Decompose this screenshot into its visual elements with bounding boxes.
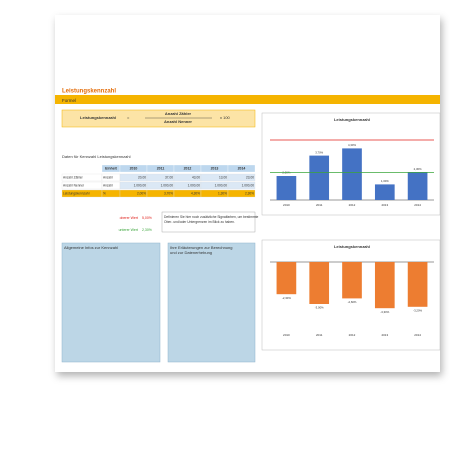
formula-box [61, 109, 256, 128]
x-tick-label: 2014 [414, 203, 421, 207]
header-text: 2013 [211, 166, 219, 170]
x-tick-label: 2010 [283, 333, 290, 337]
chart-title: Leistungskennzahl [334, 117, 370, 122]
cell-text: Anzahl [103, 175, 113, 179]
formula-equals: = [127, 115, 130, 120]
chart-title: Leistungskennzahl [334, 244, 370, 249]
bar [374, 262, 395, 309]
value-label: 1,30% [381, 179, 389, 183]
formula-numerator: Anzahl Zähler [165, 111, 192, 116]
x-tick-label: 2010 [283, 203, 290, 207]
signal-value: 5,00% [142, 216, 152, 220]
bar [276, 176, 297, 200]
cell-text: 1.000,00 [242, 183, 255, 187]
formula-heading: Formel [62, 98, 76, 103]
cell-text: 4,30% [191, 191, 200, 195]
value-label: 2,30% [414, 167, 422, 171]
header-cell [227, 164, 256, 173]
signal-label: oberer Wert [120, 216, 138, 220]
formula-factor: x 100 [220, 115, 231, 120]
cell-text: 20,00 [138, 175, 146, 179]
header-text: 2011 [157, 166, 165, 170]
bar [342, 262, 362, 299]
header-text: 2014 [238, 166, 246, 170]
note-box [167, 242, 256, 363]
cell-text: Anzahl [103, 183, 113, 187]
value-label: 4,30% [348, 143, 356, 147]
cell-text: Anzahl Zähler [63, 175, 84, 179]
bar [407, 172, 428, 200]
cell [227, 181, 256, 190]
x-tick-label: 2013 [381, 203, 388, 207]
cell-text: 43,00 [192, 175, 200, 179]
signal-value: 2,30% [142, 228, 152, 232]
note-text: Ihre Erläuterungen zur Berechnung und zu… [170, 245, 234, 255]
note-text: Allgemeine Infos zur Kennzahl [64, 245, 118, 250]
x-tick-label: 2013 [381, 333, 388, 337]
formula-denominator: Anzahl Nenner [164, 119, 192, 124]
cell-text: 13,00 [219, 175, 227, 179]
signal-label: unterer Wert [119, 228, 138, 232]
cell-text: 1.000,00 [161, 183, 174, 187]
header-text: 2010 [130, 166, 138, 170]
cell-text: % [103, 191, 106, 195]
bar [309, 155, 330, 200]
table-title: Daten für Kennzahl Leistungskennzahl [62, 154, 131, 159]
header-text: Einheit [105, 166, 118, 170]
cell-text: 1,30% [218, 191, 227, 195]
bar [374, 184, 395, 200]
page-title: Leistungskennzahl [62, 89, 116, 95]
signal-note: Definieren Sie hier noch zusätzliche Sig… [164, 215, 259, 224]
signal-note-box [161, 211, 256, 233]
cell-text: 37,00 [165, 175, 173, 179]
formula-name: Leistungskennzahl [80, 115, 116, 120]
cell-text: 3,70% [164, 191, 173, 195]
value-label: -2,60% [348, 300, 357, 304]
cell-text: Anzahl Nenner [63, 183, 85, 187]
cell-text: 23,00 [246, 175, 254, 179]
cell-text: 1.000,00 [215, 183, 228, 187]
x-tick-label: 2011 [316, 333, 323, 337]
x-tick-label: 2012 [349, 203, 356, 207]
bar [407, 262, 428, 307]
header-text: 2012 [184, 166, 192, 170]
x-tick-label: 2012 [349, 333, 356, 337]
cell [227, 189, 256, 198]
cell-text: Leistungskennzahl [63, 191, 90, 195]
bar [276, 262, 297, 295]
value-label: 3,70% [315, 150, 323, 154]
title-band [55, 95, 440, 104]
value-label: -2,30% [282, 296, 291, 300]
value-label: -3,20% [413, 309, 422, 313]
cell-text: 2,00% [137, 191, 146, 195]
value-label: -3,30% [380, 310, 389, 314]
cell [227, 173, 256, 182]
bar [342, 148, 362, 200]
value-label: -3,00% [315, 306, 324, 310]
bar [309, 262, 330, 304]
x-tick-label: 2011 [316, 203, 323, 207]
cell-text: 1.000,00 [134, 183, 147, 187]
note-box [61, 242, 161, 363]
cell-text: 1.000,00 [188, 183, 201, 187]
cell-text: 2,30% [245, 191, 254, 195]
x-tick-label: 2014 [414, 333, 421, 337]
